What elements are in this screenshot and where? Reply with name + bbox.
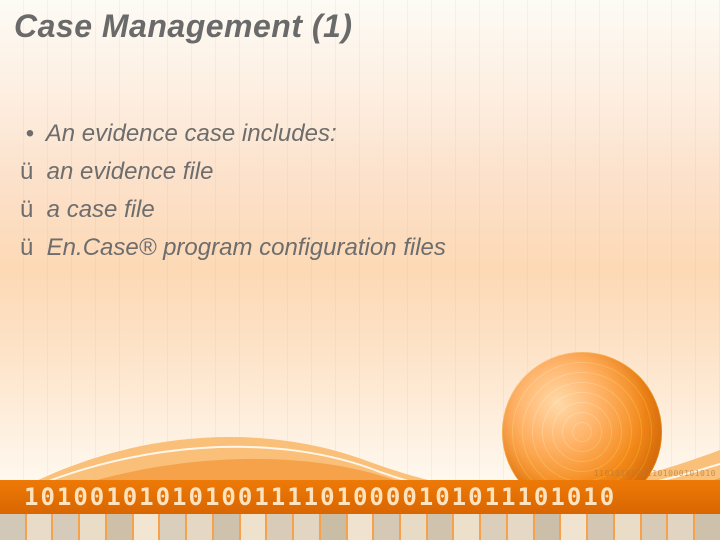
bullet-check-item: ü an evidence file (20, 154, 446, 190)
bullet-check-text: a case file (47, 196, 155, 223)
slide-title: Case Management (1) (14, 8, 352, 45)
bullet-main: • An evidence case includes: (20, 116, 446, 152)
background-gridlines (0, 0, 720, 540)
bullet-check-text: En.Case® program configuration files (47, 234, 446, 261)
checkmark-icon: ü (20, 192, 40, 228)
slide: Case Management (1) • An evidence case i… (0, 0, 720, 540)
checkmark-icon: ü (20, 230, 40, 266)
bullet-check-item: ü a case file (20, 192, 446, 228)
checkmark-icon: ü (20, 154, 40, 190)
bullet-dot-icon: • (20, 116, 40, 152)
bullet-main-text: An evidence case includes: (46, 120, 337, 147)
bullet-list: • An evidence case includes: ü an eviden… (20, 116, 446, 266)
bullet-check-text: an evidence file (47, 158, 214, 185)
bullet-check-item: ü En.Case® program configuration files (20, 230, 446, 266)
